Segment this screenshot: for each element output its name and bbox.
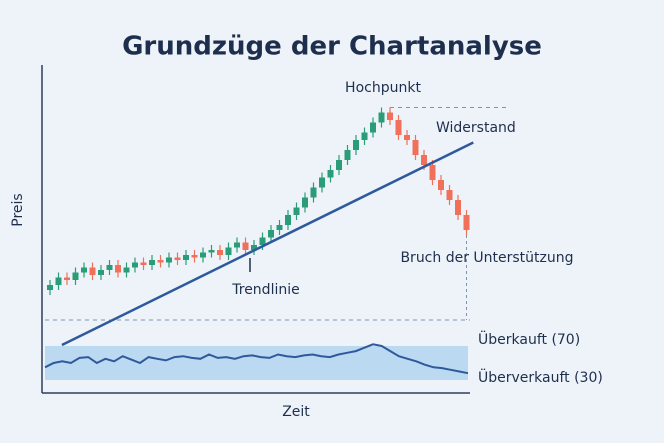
candle-body: [319, 177, 325, 188]
candle-body: [293, 207, 300, 215]
oversold-label: Überverkauft (30): [478, 368, 603, 386]
candle-body: [285, 215, 291, 225]
candle-body: [174, 257, 181, 260]
candle-body: [336, 160, 342, 170]
candle-body: [412, 140, 419, 155]
candle-body: [225, 247, 232, 255]
candle-body: [47, 285, 53, 290]
trendline-label: Trendlinie: [231, 282, 299, 298]
candle-body: [200, 252, 206, 258]
candle-body: [149, 260, 155, 265]
trendline: [61, 141, 474, 347]
candle-body: [421, 155, 427, 165]
candle-body: [361, 132, 368, 140]
candle-body: [123, 267, 130, 273]
candle-body: [64, 277, 70, 280]
candle-body: [89, 267, 96, 275]
y-axis-label: Preis: [10, 193, 26, 226]
candle-body: [268, 230, 274, 238]
candle-body: [370, 122, 376, 133]
candle-body: [140, 262, 147, 265]
breakout-label: Bruch der Unterstützung: [400, 250, 573, 266]
candle-body: [455, 200, 461, 215]
candle-body: [166, 257, 172, 263]
peak-label: Hochpunkt: [345, 80, 421, 96]
candle-body: [208, 250, 215, 253]
candle-body: [302, 197, 308, 208]
candle-body: [242, 242, 249, 250]
candle-body: [72, 272, 79, 280]
candle-body: [234, 242, 240, 248]
candle-body: [132, 262, 138, 268]
candle-body: [310, 187, 317, 198]
candle-body: [115, 265, 121, 273]
candle-body: [157, 260, 164, 263]
chart-title: Grundzüge der Chartanalyse: [122, 32, 542, 62]
oscillator-line: [44, 343, 469, 375]
candle-body: [183, 255, 189, 260]
candle-body: [387, 112, 393, 120]
candle-body: [217, 250, 223, 255]
candle-body: [251, 245, 257, 250]
candle-body: [191, 255, 198, 258]
candle-body: [446, 190, 453, 200]
candle-body: [378, 112, 385, 123]
candle-body: [106, 265, 113, 270]
candle-body: [276, 225, 283, 230]
oscillator-band: [45, 346, 468, 380]
candle-body: [259, 237, 266, 245]
candle-body: [327, 170, 334, 178]
candle-body: [344, 150, 351, 160]
candle-body: [55, 277, 62, 285]
candle-body: [81, 267, 87, 273]
candle-body: [98, 270, 104, 275]
candle-body: [353, 140, 359, 150]
candle-body: [438, 180, 444, 190]
x-axis-label: Zeit: [282, 404, 310, 420]
candle-body: [463, 215, 470, 230]
candle-body: [395, 120, 402, 135]
resistance-label: Widerstand: [436, 120, 516, 136]
overbought-label: Überkauft (70): [478, 330, 580, 348]
candle-body: [429, 165, 436, 180]
candle-body: [404, 135, 410, 140]
